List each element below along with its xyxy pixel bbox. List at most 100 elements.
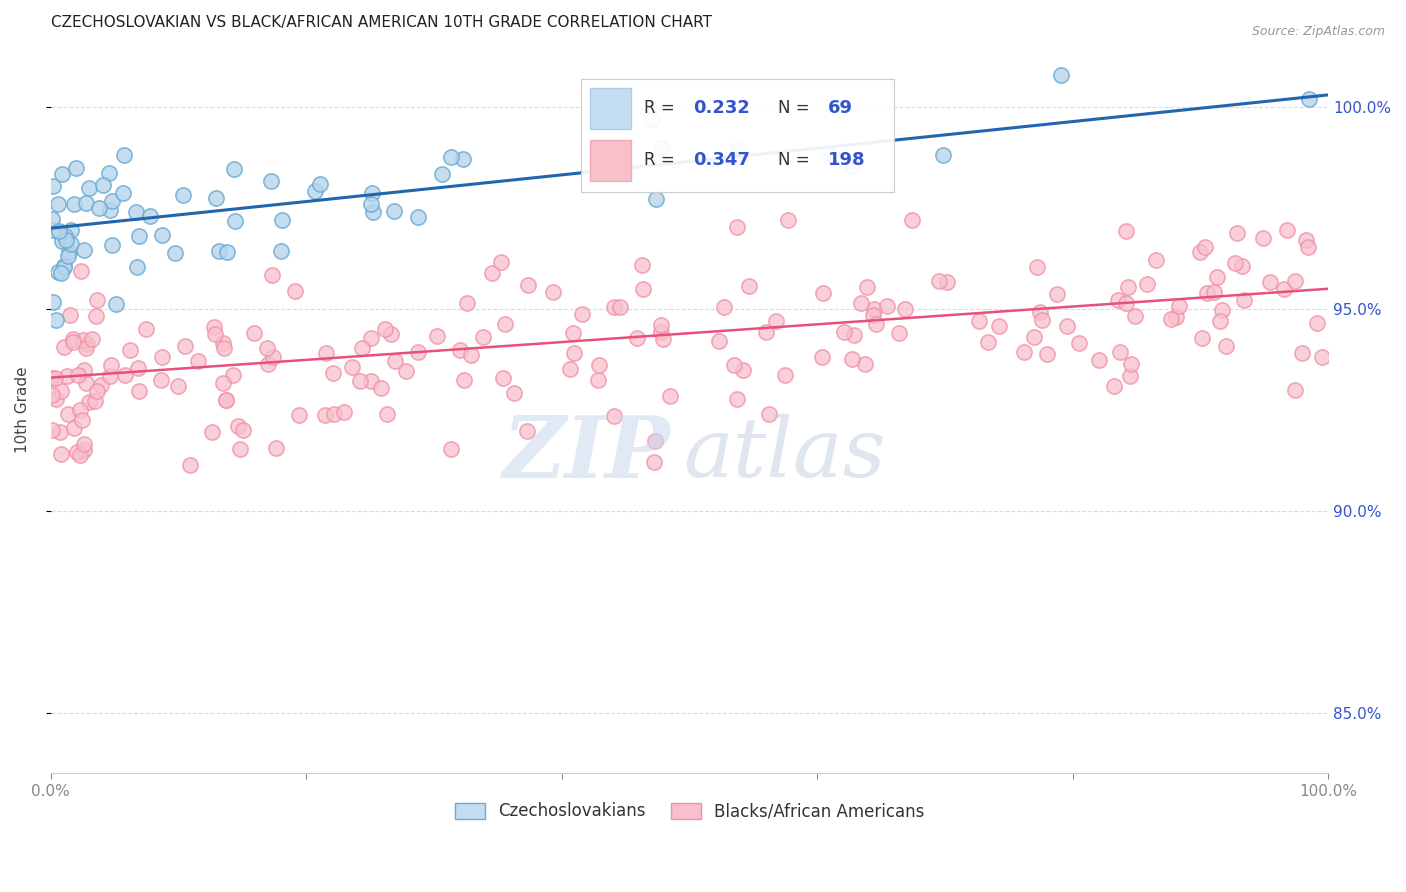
Point xyxy=(650,141,672,155)
Point xyxy=(1056,319,1078,334)
Point xyxy=(1275,222,1298,236)
Point xyxy=(562,326,585,340)
Point xyxy=(460,348,482,362)
Point xyxy=(49,266,72,280)
Point xyxy=(214,392,236,407)
Point xyxy=(1189,244,1212,259)
Point xyxy=(1226,226,1249,240)
Point xyxy=(215,393,238,408)
Point xyxy=(773,368,796,382)
Point xyxy=(149,373,172,387)
Point xyxy=(63,197,86,211)
Point xyxy=(894,301,917,316)
Point xyxy=(315,346,337,360)
Point xyxy=(652,332,675,346)
Point xyxy=(187,353,209,368)
Point xyxy=(100,194,122,208)
Point xyxy=(127,361,149,376)
Point xyxy=(1310,351,1333,365)
Point xyxy=(1119,357,1142,371)
Point xyxy=(453,373,475,387)
Point xyxy=(222,162,245,177)
Point xyxy=(1223,256,1246,270)
Point xyxy=(58,245,80,260)
Point xyxy=(738,279,761,293)
Point xyxy=(1116,280,1139,294)
Point xyxy=(842,328,865,343)
Point xyxy=(100,358,122,372)
Point xyxy=(46,265,69,279)
Point xyxy=(309,177,332,191)
Point xyxy=(323,407,346,421)
Point xyxy=(49,425,72,440)
Point xyxy=(935,275,957,289)
Point xyxy=(1119,369,1142,384)
Point xyxy=(232,423,254,437)
Point xyxy=(865,317,887,331)
Point xyxy=(408,210,430,224)
Point xyxy=(52,260,75,274)
Point xyxy=(586,373,609,387)
Point xyxy=(516,424,538,438)
Point xyxy=(41,222,63,236)
Point xyxy=(931,147,953,161)
Point xyxy=(215,244,238,259)
Point xyxy=(723,358,745,372)
Point xyxy=(765,314,787,328)
Point xyxy=(340,360,363,375)
Point xyxy=(41,423,63,437)
Legend: Czechoslovakians, Blacks/African Americans: Czechoslovakians, Blacks/African America… xyxy=(449,796,931,827)
Point xyxy=(48,224,70,238)
Point xyxy=(1291,345,1313,359)
Point xyxy=(430,167,453,181)
Point xyxy=(1284,383,1306,397)
Point xyxy=(644,434,666,448)
Point xyxy=(1123,309,1146,323)
Point xyxy=(1230,259,1253,273)
Point xyxy=(1115,224,1137,238)
Point xyxy=(1258,275,1281,289)
Point xyxy=(380,327,402,342)
Point xyxy=(631,282,654,296)
Point xyxy=(517,278,540,293)
Point xyxy=(360,197,382,211)
Point xyxy=(58,407,80,421)
Point xyxy=(152,350,174,364)
Point xyxy=(287,408,309,422)
Point xyxy=(1012,344,1035,359)
Point xyxy=(1306,316,1329,330)
Point xyxy=(1194,240,1216,254)
Text: ZIP: ZIP xyxy=(502,412,671,495)
Point xyxy=(51,167,73,181)
Point xyxy=(811,350,834,364)
Point xyxy=(707,334,730,349)
Point xyxy=(112,147,135,161)
Point xyxy=(62,334,84,349)
Point xyxy=(560,362,582,376)
Point xyxy=(51,447,73,461)
Point xyxy=(172,188,194,202)
Point xyxy=(967,314,990,328)
Point xyxy=(228,442,250,457)
Point xyxy=(564,345,586,359)
Point xyxy=(114,368,136,382)
Point xyxy=(208,244,231,258)
Point xyxy=(472,329,495,343)
Point xyxy=(270,213,292,227)
Point xyxy=(1088,353,1111,368)
Point xyxy=(363,205,385,219)
Point xyxy=(1211,302,1233,317)
Point xyxy=(382,203,405,218)
Point xyxy=(489,255,512,269)
Point xyxy=(758,407,780,421)
Point xyxy=(44,370,66,384)
Point xyxy=(439,442,461,457)
Point xyxy=(222,368,245,382)
Point xyxy=(1195,286,1218,301)
Point xyxy=(876,299,898,313)
Point xyxy=(73,243,96,257)
Point xyxy=(212,341,235,355)
Point xyxy=(643,455,665,469)
Point xyxy=(65,161,87,176)
Text: Source: ZipAtlas.com: Source: ZipAtlas.com xyxy=(1251,25,1385,38)
